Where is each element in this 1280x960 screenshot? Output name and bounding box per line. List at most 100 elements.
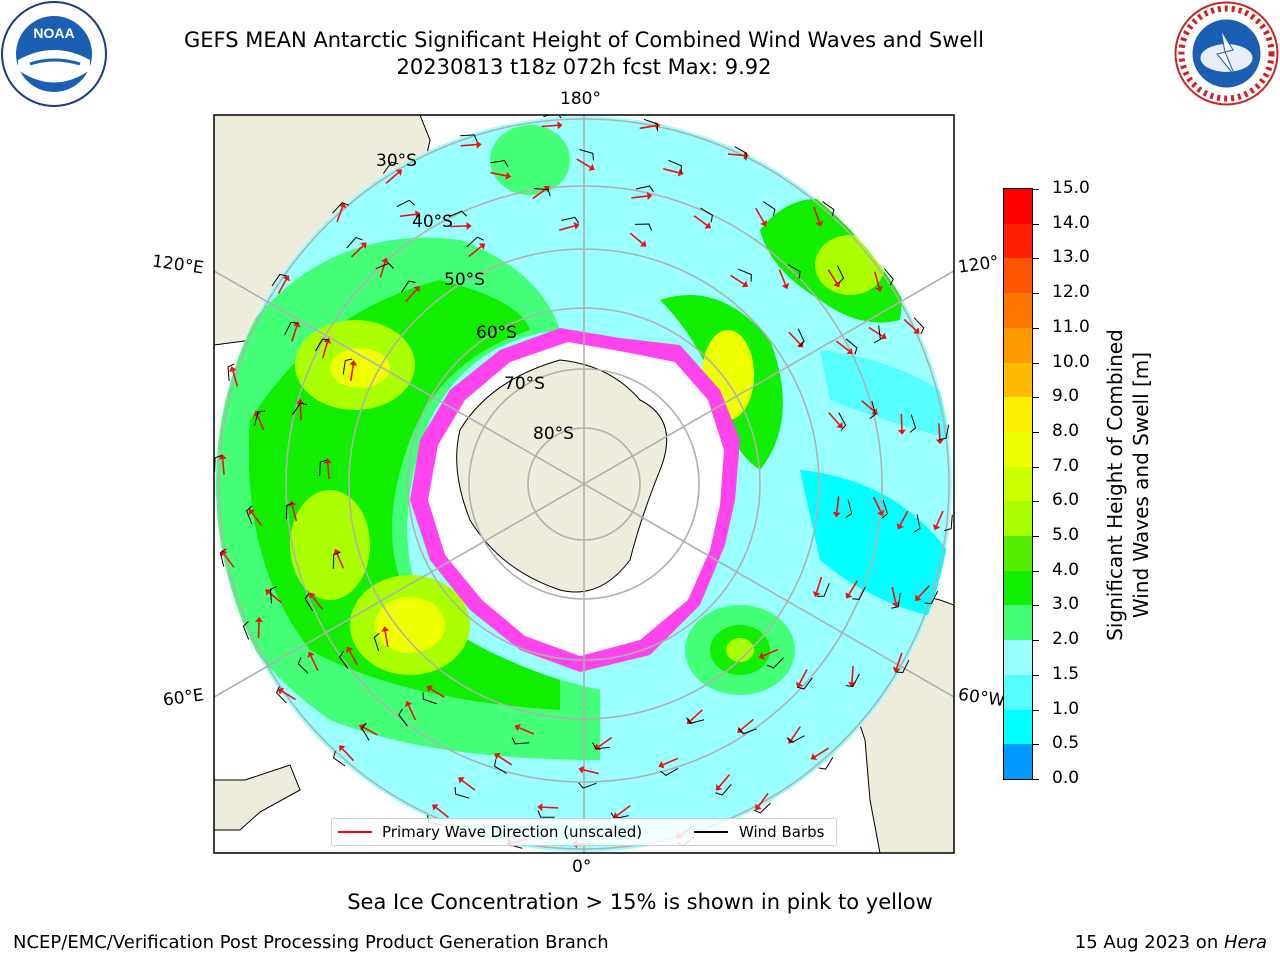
- wave-direction-arrowhead: [381, 626, 390, 632]
- wind-barb: [448, 210, 467, 218]
- lon-label-bottom: 0°: [572, 857, 592, 877]
- wind-barb: [561, 216, 580, 224]
- wave-direction-arrow: [221, 458, 225, 476]
- wind-barb: [375, 262, 394, 270]
- wave-direction-arrow: [790, 726, 801, 741]
- wave-direction-arrowhead: [658, 761, 665, 769]
- wave-direction-arrowhead: [466, 222, 472, 230]
- wave-direction-arrow: [891, 586, 897, 603]
- wave-direction-arrow: [468, 245, 482, 258]
- wind-barb: [460, 134, 478, 142]
- wind-barb: [786, 735, 805, 743]
- wave-direction-arrowhead: [426, 685, 433, 693]
- wave-direction-arrow: [281, 690, 297, 701]
- wave-direction-arrowhead: [833, 281, 841, 288]
- wave-direction-arrow: [629, 232, 644, 245]
- wind-barb: [895, 659, 910, 674]
- colorbar-tick-label: 14.0: [1052, 212, 1090, 233]
- colorbar-segment: [1004, 258, 1032, 294]
- wave-direction-arrow: [399, 213, 416, 218]
- colorbar-segment: [1004, 605, 1032, 641]
- wave-direction-arrowhead: [877, 509, 885, 516]
- wave-direction-arrow: [727, 153, 745, 157]
- colorbar-tick-label: 0.0: [1052, 768, 1080, 788]
- colorbar-tick-mark: [1033, 327, 1039, 329]
- wave-direction-arrowhead: [795, 681, 804, 689]
- wave-direction-arrowhead: [755, 803, 762, 811]
- wind-barb: [738, 268, 752, 282]
- wind-barb: [284, 321, 299, 335]
- wave-direction-arrowhead: [578, 765, 585, 774]
- colorbar: [1003, 188, 1033, 780]
- wave-direction-arrow: [798, 669, 808, 685]
- colorbar-tick-label: 7.0: [1052, 455, 1080, 476]
- wave-direction-arrowhead: [505, 171, 512, 180]
- wave-direction-arrowhead: [646, 192, 653, 200]
- wind-barb-legend-swatch: [694, 831, 728, 833]
- lat-label-80s: 80°S: [533, 424, 574, 444]
- wave-direction-arrowhead: [395, 169, 403, 176]
- wave-direction-arrow: [532, 188, 547, 200]
- wave-direction-arrow: [872, 496, 882, 512]
- wave-direction-arrow: [490, 171, 507, 177]
- wave-direction-arrowhead: [815, 220, 824, 227]
- colorbar-tick-mark: [1033, 605, 1039, 607]
- wind-barb: [254, 410, 266, 426]
- colorbar-tick-mark: [1033, 362, 1039, 364]
- wind-barb: [269, 586, 278, 604]
- colorbar-segment: [1004, 744, 1032, 780]
- wave-direction-arrowhead: [588, 163, 595, 171]
- wave-direction-arrowhead: [892, 666, 901, 673]
- wave-direction-arrow: [291, 326, 298, 342]
- colorbar-tick-label: 1.0: [1052, 698, 1080, 719]
- wave-direction-arrow: [662, 757, 678, 766]
- wave-direction-arrowhead: [229, 366, 237, 373]
- wave-direction-arrowhead: [218, 454, 227, 460]
- lat-label-50s: 50°S: [444, 270, 485, 290]
- lat-label-70s: 70°S: [504, 374, 545, 394]
- footer-date: 15 Aug 2023 on Hera: [1075, 932, 1267, 953]
- wave-direction-arrowhead: [897, 429, 906, 435]
- wave-direction-arrowhead: [686, 717, 694, 725]
- wave-direction-arrow: [583, 769, 600, 775]
- wind-barb: [763, 201, 776, 217]
- colorbar-tick-mark: [1033, 536, 1039, 538]
- wave-direction-arrowhead: [573, 222, 580, 230]
- colorbar-segment: [1004, 397, 1032, 433]
- wind-barb: [838, 412, 847, 431]
- wave-direction-arrowhead: [557, 121, 563, 130]
- wave-direction-arrowhead: [323, 458, 332, 464]
- colorbar-tick-mark: [1033, 397, 1039, 399]
- wind-barb: [398, 708, 408, 727]
- wave-direction-arrow: [291, 505, 298, 522]
- wind-barb: [797, 328, 805, 347]
- wave-direction-arrow: [828, 412, 840, 426]
- wind-barb: [271, 273, 287, 287]
- wind-barb: [845, 673, 860, 687]
- colorbar-tick-mark: [1033, 466, 1039, 468]
- wind-barb: [938, 424, 950, 441]
- wind-barb: [909, 414, 917, 433]
- wave-direction-arrow: [778, 269, 787, 285]
- wind-barb: [852, 586, 866, 600]
- wave-direction-arrowhead: [309, 592, 316, 599]
- wave-direction-arrowhead: [255, 616, 264, 622]
- wave-direction-arrowhead: [415, 210, 421, 219]
- wave-direction-arrowhead: [760, 220, 768, 227]
- wave-direction-arrowhead: [741, 280, 749, 288]
- wind-barb: [836, 265, 845, 284]
- wave-direction-legend-label: Primary Wave Direction (unscaled): [382, 823, 643, 841]
- colorbar-segment: [1004, 223, 1032, 259]
- wave-direction-arrowhead: [413, 286, 420, 293]
- wave-direction-arrowhead: [715, 784, 723, 791]
- wave-direction-arrowhead: [846, 347, 853, 355]
- wave-direction-arrowhead: [810, 753, 818, 761]
- colorbar-tick-label: 2.0: [1052, 629, 1080, 650]
- wave-direction-arrow: [718, 774, 731, 788]
- wave-direction-arrowhead: [323, 337, 332, 344]
- wind-barb: [635, 185, 654, 193]
- colorbar-tick-mark: [1033, 779, 1039, 780]
- wave-direction-arrow: [814, 747, 829, 758]
- wave-direction-arrow: [903, 318, 917, 331]
- wind-barb: [766, 657, 784, 669]
